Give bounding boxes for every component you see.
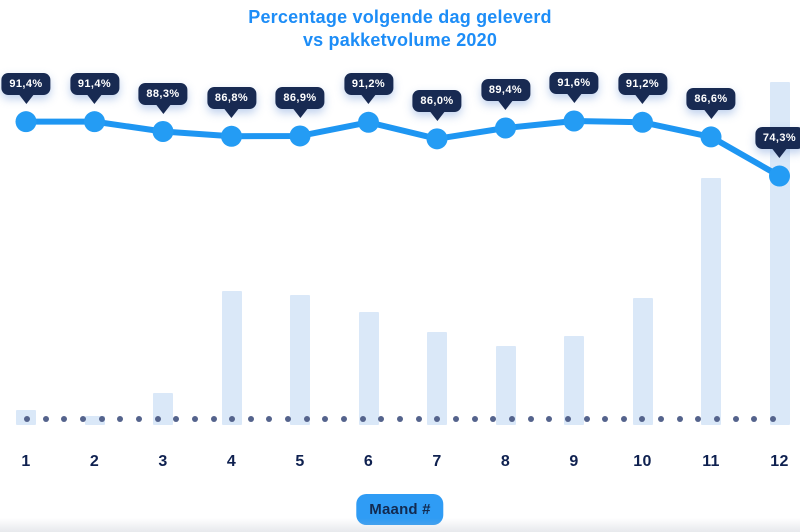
baseline-dot [564, 416, 571, 422]
baseline-dot [751, 416, 758, 422]
baseline-dot [695, 416, 702, 422]
x-axis-label: 11 [702, 453, 720, 470]
data-point [221, 125, 242, 147]
data-label-tooltip: 86,8% [206, 87, 257, 110]
baseline-dot [229, 416, 236, 422]
data-point [289, 125, 311, 147]
volume-bar [84, 416, 105, 425]
x-axis-label: 3 [158, 453, 168, 470]
x-axis-label: 1 [21, 453, 31, 470]
x-axis-title-badge: Maand # [356, 494, 444, 525]
x-axis-label: 2 [89, 453, 100, 470]
baseline-dot [732, 416, 739, 422]
baseline-dot [452, 416, 459, 422]
baseline-dot [303, 416, 310, 422]
baseline-dot [341, 416, 348, 422]
baseline-dot [434, 416, 441, 422]
volume-bar [495, 346, 516, 425]
data-point [563, 110, 585, 132]
baseline-dot [117, 416, 124, 422]
volume-bar [221, 291, 242, 425]
baseline-dot [61, 416, 68, 422]
data-point [358, 111, 379, 133]
x-axis-label: 8 [500, 453, 511, 470]
data-label-tooltip: 91,4% [69, 72, 120, 95]
baseline-dot [620, 416, 627, 422]
baseline-dot [583, 416, 590, 422]
baseline-dot [639, 416, 646, 422]
baseline-dot [546, 416, 553, 422]
baseline-dot [397, 416, 403, 422]
baseline-dot [79, 416, 86, 422]
baseline-dot [135, 416, 142, 422]
baseline-dot [490, 416, 497, 422]
baseline-dot [676, 416, 683, 422]
data-label-tooltip: 91,2% [343, 73, 394, 96]
x-axis-label: 7 [432, 453, 442, 470]
x-axis-label: 4 [226, 453, 237, 470]
volume-bar [358, 311, 379, 425]
baseline-dot [658, 416, 665, 422]
chart-title-line1: Percentage volgende dag geleverd [248, 7, 552, 27]
baseline-dot [285, 416, 292, 422]
data-label-tooltip: 88,3% [138, 82, 188, 105]
delivery-line [23, 118, 783, 180]
data-point [632, 111, 653, 133]
data-label-tooltip: 86,6% [686, 87, 736, 110]
x-axis-label: 9 [569, 453, 579, 470]
baseline-dot [378, 416, 385, 422]
data-label-tooltip: 91,6% [549, 72, 599, 94]
baseline-dot [322, 416, 329, 422]
volume-bar [632, 298, 653, 425]
data-point [700, 126, 722, 148]
data-point [84, 111, 105, 133]
data-point [769, 165, 790, 187]
baseline-dot [471, 416, 478, 422]
data-point [426, 128, 448, 150]
data-point [495, 117, 516, 139]
data-label-tooltip: 86,0% [412, 89, 462, 112]
baseline-dot [154, 416, 161, 422]
baseline-dot [770, 416, 776, 422]
data-point [152, 121, 174, 143]
baseline-dot [602, 416, 609, 422]
volume-bar [701, 178, 721, 425]
baseline-dot [173, 416, 180, 422]
data-label-tooltip: 91,4% [1, 72, 51, 95]
volume-bar [290, 294, 310, 425]
data-label-tooltip: 89,4% [480, 79, 531, 101]
baseline-dot [210, 416, 217, 422]
x-axis-label: 10 [633, 453, 652, 470]
baseline-dot [42, 416, 49, 422]
x-axis-label: 6 [363, 453, 374, 470]
data-label-tooltip: 86,9% [275, 86, 325, 109]
baseline-dot [359, 416, 366, 422]
baseline-dot [247, 416, 254, 422]
baseline-dot [415, 416, 422, 422]
baseline-dot [527, 416, 534, 422]
volume-bar [564, 335, 584, 425]
volume-bar [427, 332, 447, 425]
data-point [15, 111, 37, 133]
x-axis-label: 5 [295, 453, 305, 470]
chart-title-line2: vs pakketvolume 2020 [302, 30, 498, 50]
baseline-dot [191, 416, 198, 422]
data-label-tooltip: 91,2% [617, 73, 668, 96]
baseline-dot [266, 416, 273, 422]
data-label-tooltip: 74,3% [754, 127, 800, 150]
chart-title: Percentage volgende dag geleverd vs pakk… [0, 6, 800, 52]
baseline-dot [98, 416, 105, 422]
baseline-dot [24, 416, 30, 422]
baseline-dot [508, 416, 515, 422]
x-axis-label: 12 [770, 453, 789, 470]
baseline-dot [714, 416, 721, 422]
